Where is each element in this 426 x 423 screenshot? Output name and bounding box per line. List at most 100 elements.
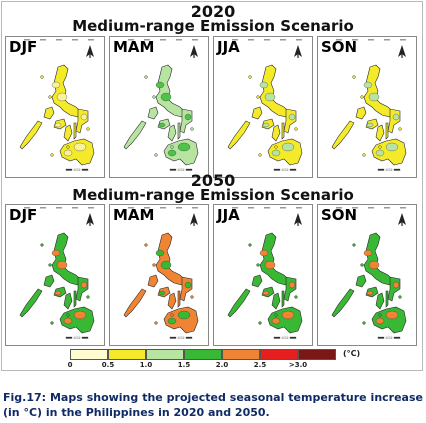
island-region — [147, 106, 159, 120]
islet — [152, 263, 156, 267]
map-grid-tick — [232, 207, 238, 209]
legend-tick: 1.0 — [139, 361, 153, 369]
island-region — [167, 292, 177, 310]
islet — [360, 95, 364, 99]
province-patch — [80, 281, 88, 289]
scale-bar-segment — [169, 168, 177, 171]
island-region — [51, 64, 83, 118]
island-region — [259, 232, 291, 286]
legend-bin-0 — [70, 349, 108, 360]
province-patch — [281, 142, 295, 152]
island-region — [167, 124, 177, 142]
scale-bar-segment — [377, 336, 385, 339]
year-2020-title: 2020 — [190, 2, 236, 21]
north-arrow-icon — [190, 45, 198, 58]
scale-bar-segment — [289, 168, 297, 171]
map-grid-tick — [88, 39, 94, 41]
island-region — [19, 288, 43, 318]
scale-bar-segment — [281, 336, 289, 339]
islet — [170, 145, 174, 149]
island-region — [73, 122, 77, 140]
scale-bar-segment — [185, 336, 193, 339]
province-patch — [80, 113, 88, 121]
islet — [50, 153, 54, 157]
province-patch — [184, 113, 192, 121]
province-patch — [281, 310, 295, 320]
map-grid-tick — [296, 207, 302, 209]
map-grid-tick — [280, 207, 286, 209]
province-patch — [259, 81, 269, 89]
island-region — [75, 108, 89, 134]
islet — [360, 263, 364, 267]
province-patch — [264, 92, 276, 102]
province-patch — [385, 142, 399, 152]
province-patch — [363, 81, 373, 89]
province-patch — [259, 249, 269, 257]
map-panel-2050-jja: JJA — [213, 204, 313, 346]
legend-tick: >3.0 — [288, 361, 308, 369]
island-region — [179, 108, 193, 134]
islet — [144, 75, 148, 79]
north-arrow-icon — [294, 213, 302, 226]
map-grid-tick — [280, 39, 286, 41]
islet — [66, 145, 70, 149]
map-grid-tick — [56, 39, 62, 41]
province-patch — [264, 260, 276, 270]
legend-bin-3 — [184, 349, 222, 360]
island-region — [271, 124, 281, 142]
province-patch — [56, 92, 68, 102]
province-patch — [392, 281, 400, 289]
philippines-map — [227, 39, 303, 171]
islet — [294, 127, 298, 131]
province-patch — [363, 249, 373, 257]
island-region — [331, 120, 355, 150]
north-arrow-icon — [86, 45, 94, 58]
province-patch — [392, 113, 400, 121]
island-region — [73, 290, 77, 308]
legend-unit: (°C) — [343, 349, 361, 358]
islet — [274, 313, 278, 317]
province-patch — [167, 317, 177, 325]
map-grid-tick — [72, 207, 78, 209]
island-region — [271, 292, 281, 310]
province-patch — [288, 281, 296, 289]
province-patch — [63, 149, 73, 157]
map-panel-2020-jja: JJA — [213, 36, 313, 178]
map-grid-tick — [352, 207, 358, 209]
province-patch — [158, 290, 166, 296]
philippines-map — [19, 39, 95, 171]
season-label: MAM — [113, 206, 155, 224]
province-patch — [375, 317, 385, 325]
scale-bar-segment — [385, 168, 393, 171]
island-region — [123, 120, 147, 150]
map-grid-tick — [192, 39, 198, 41]
island-region — [19, 120, 43, 150]
map-grid-tick — [296, 39, 302, 41]
province-patch — [51, 249, 61, 257]
islet — [398, 127, 402, 131]
province-patch — [73, 310, 87, 320]
islet — [190, 295, 194, 299]
map-grid-tick — [400, 207, 406, 209]
map-grid-tick — [352, 39, 358, 41]
map-panel-2020-son: SON — [317, 36, 417, 178]
legend-bin-2 — [146, 349, 184, 360]
season-label: JJA — [217, 38, 240, 56]
islet — [258, 321, 262, 325]
island-region — [363, 64, 395, 118]
map-grid-tick — [56, 207, 62, 209]
map-grid-tick — [336, 39, 342, 41]
season-label: JJA — [217, 206, 240, 224]
scenario-2050-title: Medium-range Emission Scenario — [72, 186, 354, 204]
scale-bar-segment — [81, 168, 89, 171]
map-grid-tick — [128, 207, 134, 209]
province-patch — [73, 142, 87, 152]
map-grid-tick — [248, 207, 254, 209]
province-patch — [184, 281, 192, 289]
map-grid-tick — [336, 207, 342, 209]
scale-bar-segment — [65, 336, 73, 339]
province-patch — [155, 249, 165, 257]
province-patch — [368, 92, 380, 102]
island-region — [355, 106, 367, 120]
island-region — [375, 124, 385, 142]
